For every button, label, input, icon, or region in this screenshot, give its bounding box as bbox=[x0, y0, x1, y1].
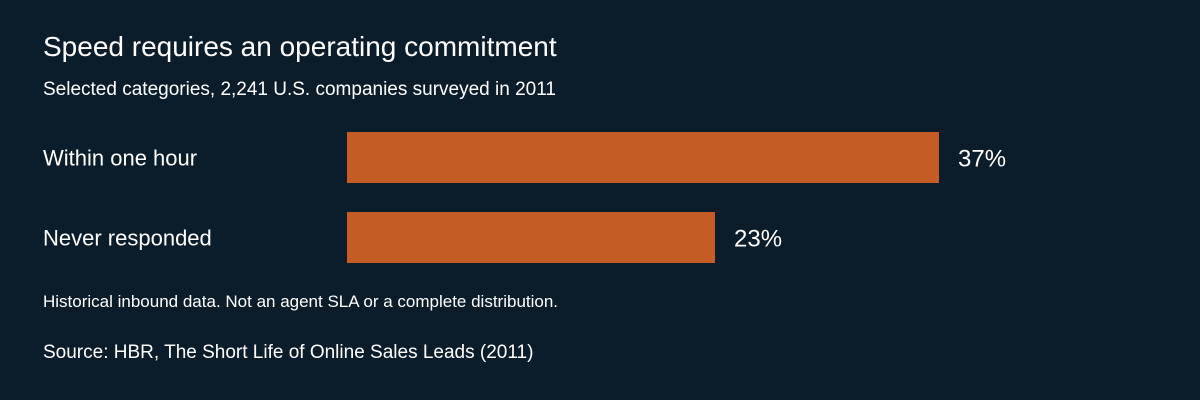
category-label: Never responded bbox=[43, 226, 212, 251]
chart-subtitle: Selected categories, 2,241 U.S. companie… bbox=[43, 79, 556, 100]
value-label: 37% bbox=[958, 146, 1006, 173]
chart-source: Source: HBR, The Short Life of Online Sa… bbox=[43, 342, 534, 363]
chart-note: Historical inbound data. Not an agent SL… bbox=[43, 292, 559, 311]
bar bbox=[347, 132, 939, 183]
chart-title: Speed requires an operating commitment bbox=[43, 31, 557, 62]
bar bbox=[347, 212, 715, 263]
value-label: 23% bbox=[734, 226, 782, 253]
category-label: Within one hour bbox=[43, 146, 197, 171]
